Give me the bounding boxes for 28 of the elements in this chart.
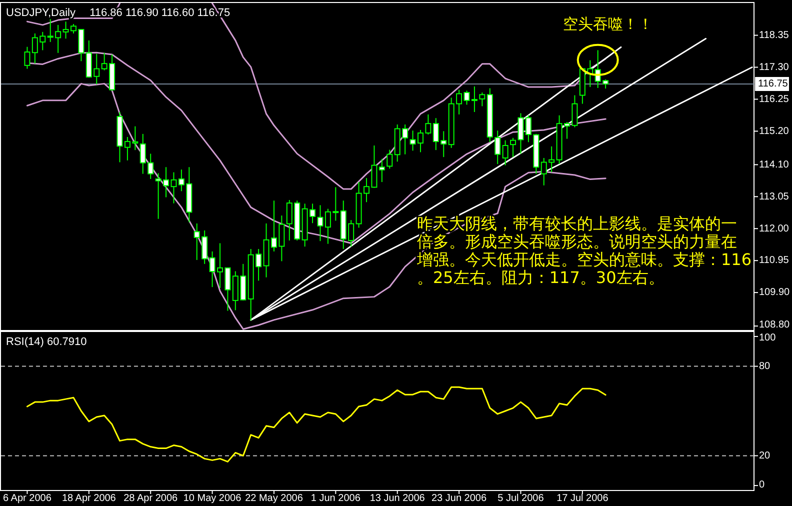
x-tick-label: 28 Apr 2006 (124, 493, 178, 504)
y-tick-label: 20 (759, 450, 771, 462)
x-tick-label: 13 Jun 2006 (370, 493, 426, 504)
y-tick-label: 80 (759, 360, 771, 372)
x-tick-label: 22 May 2006 (245, 493, 304, 504)
y-tick-label: 109.90 (759, 287, 790, 298)
x-tick-label: 23 Jun 2006 (432, 493, 487, 504)
annotation: 空头吞噬！！ (563, 15, 653, 34)
ref-line-label: 116.75 (758, 78, 788, 90)
y-tick-label: 118.35 (759, 30, 790, 41)
y-tick-label: 100 (759, 332, 776, 344)
x-tick-label: 5 Jul 2006 (498, 493, 544, 504)
x-tick-label: 6 Apr 2006 (3, 493, 52, 504)
y-tick-label: 117.30 (759, 62, 790, 73)
y-tick-label: 115.20 (759, 126, 790, 137)
x-tick-label: 10 May 2006 (183, 493, 242, 504)
y-tick-label: 116.25 (759, 94, 790, 105)
y-tick-label: 110.95 (759, 255, 790, 266)
y-tick-label: 108.80 (759, 320, 790, 331)
y-tick-label: 0 (759, 480, 765, 491)
x-tick-label: 1 Jun 2006 (310, 493, 361, 504)
y-tick-label: 114.10 (759, 159, 790, 170)
y-tick-label: 112.00 (759, 223, 790, 234)
x-tick-label: 17 Jul 2006 (556, 493, 609, 504)
chart-title: RSI(14) 60.7910 (6, 336, 87, 348)
chart-title: USDJPY,Daily (6, 7, 76, 19)
y-tick-label: 113.05 (759, 191, 790, 202)
x-tick-label: 18 Apr 2006 (62, 493, 116, 504)
